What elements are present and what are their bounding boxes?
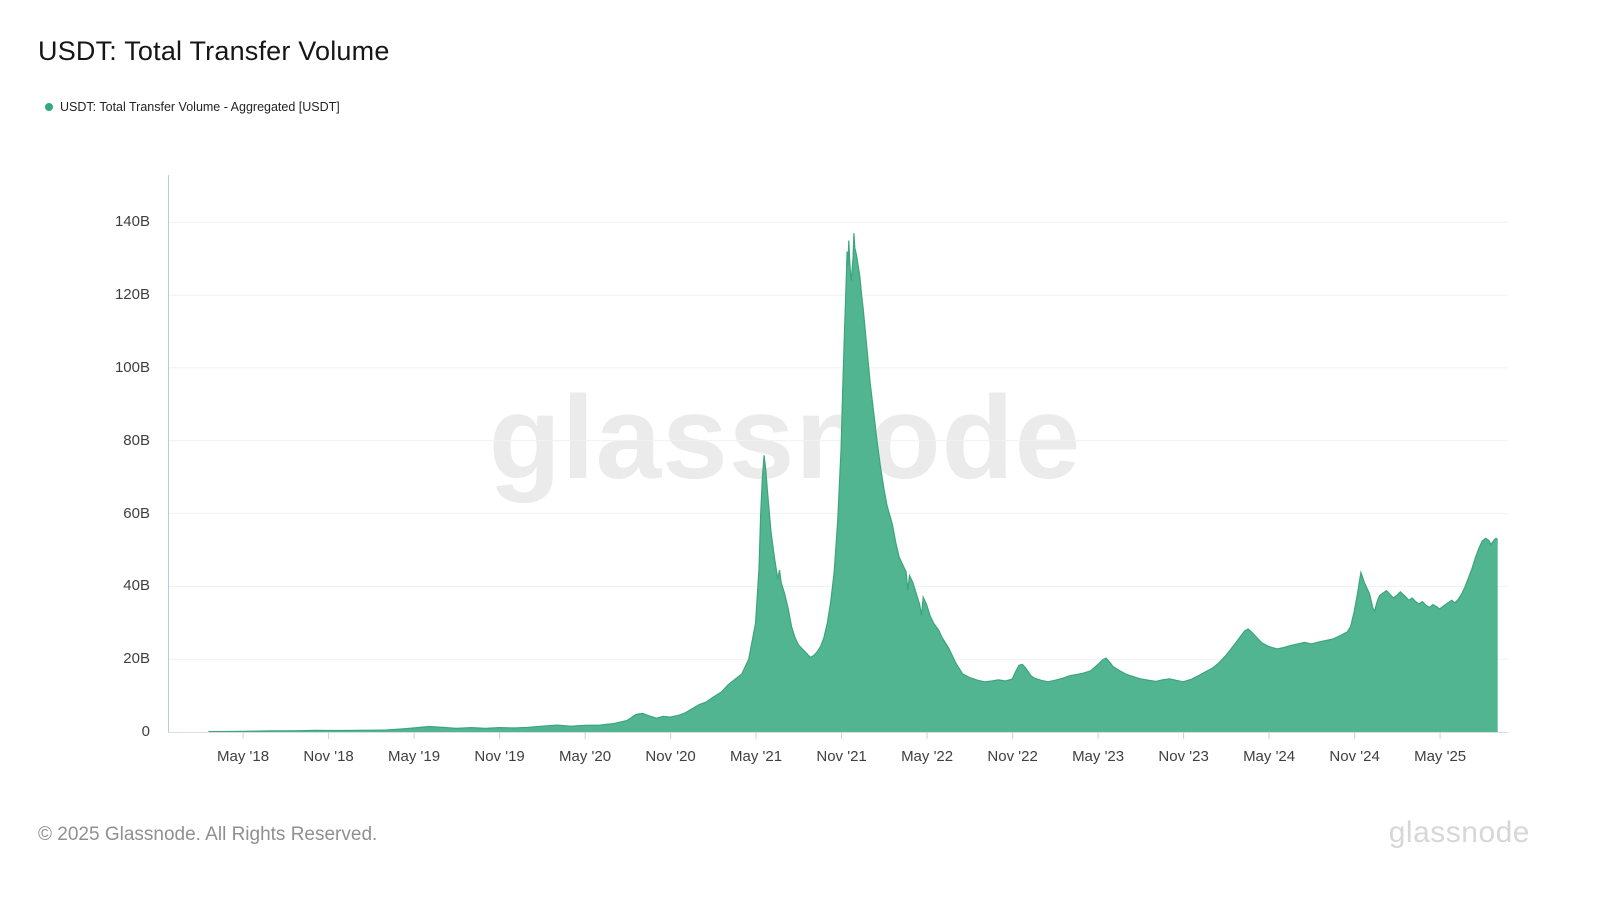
legend-label: USDT: Total Transfer Volume - Aggregated… xyxy=(60,100,340,114)
glassnode-logo: glassnode xyxy=(1388,816,1530,849)
x-axis-label: Nov '24 xyxy=(1329,748,1380,765)
watermark-glassnode: glassnode xyxy=(488,372,1082,504)
x-axis-label: May '19 xyxy=(388,748,441,765)
legend-dot-icon xyxy=(45,103,53,111)
x-axis-label: Nov '21 xyxy=(816,748,867,765)
y-axis-label: 100B xyxy=(114,358,150,376)
usdt-volume-line xyxy=(208,233,1499,733)
x-axis-label: May '18 xyxy=(217,748,270,765)
x-axis-label: May '21 xyxy=(730,748,783,765)
usdt-volume-area[interactable] xyxy=(208,233,1498,732)
x-axis-label: May '23 xyxy=(1072,748,1125,765)
x-axis-label: May '20 xyxy=(559,748,612,765)
chart-area: glassnode 0 20B 40B 60B 80B 100B 120B 140B May … xyxy=(114,175,1508,765)
y-axis-label: 140B xyxy=(114,213,150,231)
y-axis-label: 0 xyxy=(141,723,150,740)
page-title: USDT: Total Transfer Volume xyxy=(38,36,390,66)
copyright-text: © 2025 Glassnode. All Rights Reserved. xyxy=(38,824,378,845)
area-chart-plot[interactable] xyxy=(168,175,1508,741)
x-axis-label: May '25 xyxy=(1414,748,1467,765)
y-axis-label: 60B xyxy=(123,504,150,522)
y-axis-label: 80B xyxy=(123,431,150,449)
y-axis-label: 20B xyxy=(123,650,150,668)
x-axis-label: May '24 xyxy=(1243,748,1296,765)
x-axis-label: Nov '23 xyxy=(1158,748,1209,765)
x-axis-label: Nov '18 xyxy=(303,748,354,765)
chart-legend[interactable]: USDT: Total Transfer Volume - Aggregated… xyxy=(45,100,340,114)
y-axis-label: 40B xyxy=(123,577,150,595)
x-axis-label: Nov '20 xyxy=(645,748,696,765)
x-axis-label: Nov '19 xyxy=(474,748,525,765)
x-axis-label: May '22 xyxy=(901,748,954,765)
x-axis-label: Nov '22 xyxy=(987,748,1038,765)
y-axis-label: 120B xyxy=(114,286,150,304)
